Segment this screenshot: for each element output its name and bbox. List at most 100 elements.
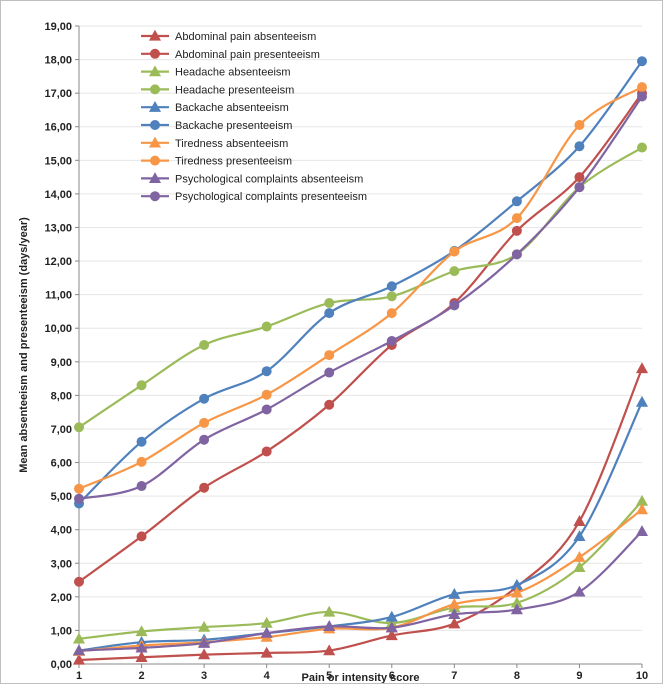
triangle-marker [385, 629, 398, 641]
series-line [78, 500, 643, 640]
series-line [78, 508, 643, 653]
legend-marker [148, 29, 162, 41]
circle-marker [261, 321, 272, 332]
triangle-marker [135, 651, 148, 662]
legend-item: Tiredness presenteeism [141, 155, 292, 168]
triangle-marker [635, 525, 649, 537]
y-tick-label: 7,00 [51, 424, 72, 436]
circle-marker [511, 249, 522, 260]
triangle-marker [260, 646, 273, 658]
y-tick-label: 17,00 [44, 88, 72, 100]
circle-marker [136, 531, 147, 542]
circle-marker [74, 483, 84, 494]
legend-label: Backache presenteeism [175, 120, 292, 132]
y-tick-label: 6,00 [51, 458, 72, 470]
triangle-marker [635, 362, 649, 374]
legend-item: Tiredness absenteeism [141, 136, 288, 150]
circle-marker [449, 300, 460, 311]
y-tick-label: 11,00 [45, 290, 72, 302]
circle-marker [199, 434, 210, 445]
series-abdominal-pain-presenteeism [74, 88, 647, 587]
legend-marker [150, 191, 160, 202]
triangle-marker [323, 605, 336, 617]
triangle-marker [135, 641, 148, 653]
circle-marker [574, 172, 585, 183]
circle-marker [261, 389, 272, 400]
y-tick-label: 14,00 [44, 189, 72, 201]
circle-marker [637, 142, 647, 153]
series-line [78, 146, 643, 429]
y-tick-label: 0,00 [51, 659, 72, 671]
circle-marker [74, 576, 84, 587]
circle-marker [324, 298, 335, 309]
x-tick-label: 2 [138, 670, 144, 682]
y-tick-label: 18,00 [44, 55, 72, 67]
y-tick-label: 12,00 [44, 256, 72, 268]
y-tick-label: 8,00 [51, 390, 72, 402]
legend-marker [150, 120, 160, 130]
triangle-marker [260, 626, 273, 638]
legend-label: Backache absenteeism [175, 102, 289, 114]
y-tick-label: 9,00 [51, 357, 72, 369]
circle-marker [386, 291, 397, 302]
series-line [78, 60, 643, 505]
x-tick-label: 3 [201, 670, 207, 682]
legend-label: Tiredness absenteeism [175, 138, 288, 150]
legend-marker [148, 100, 162, 112]
circle-marker [511, 213, 522, 224]
series-line [78, 401, 643, 652]
y-tick-label: 15,00 [44, 155, 72, 167]
x-axis-title: Pain or intensity score [302, 672, 420, 683]
series-line [78, 86, 643, 490]
grid [79, 25, 642, 631]
legend-item: Headache absenteeism [141, 65, 291, 79]
x-tick-label: 10 [636, 670, 648, 682]
circle-marker [386, 335, 397, 346]
triangle-marker [573, 515, 586, 526]
x-tick-label: 8 [514, 670, 520, 682]
circle-marker [324, 399, 335, 410]
y-tick-label: 4,00 [51, 525, 72, 537]
legend-label: Abdominal pain presenteeism [175, 49, 320, 61]
circle-marker [199, 393, 210, 404]
legend-marker [150, 155, 160, 166]
legend-label: Psychological complaints presenteeism [175, 191, 367, 203]
y-tick-label: 3,00 [51, 558, 72, 570]
y-tick-label: 10,00 [44, 323, 72, 335]
triangle-marker [448, 617, 461, 629]
legend-marker [148, 136, 162, 148]
series-line [78, 368, 644, 662]
series-line [78, 95, 643, 500]
circle-marker [74, 422, 84, 433]
circle-marker [74, 493, 84, 504]
circle-marker [261, 366, 272, 377]
circle-marker [324, 350, 335, 361]
circle-marker [386, 308, 397, 319]
y-tick-label: 16,00 [44, 122, 72, 134]
circle-marker [136, 456, 147, 467]
triangle-marker [198, 648, 211, 660]
legend-marker [150, 48, 160, 59]
series-backache-absenteeism [72, 395, 649, 656]
circle-marker [386, 281, 397, 292]
legend: Abdominal pain absenteeism Abdominal pain… [141, 29, 367, 203]
triangle-marker [72, 644, 86, 656]
circle-marker [136, 436, 147, 447]
triangle-marker [135, 625, 148, 637]
x-tick-label: 6 [389, 670, 395, 682]
x-tick-label: 1 [76, 670, 82, 682]
triangle-marker [573, 530, 586, 542]
axes: 0,00 1,00 2,00 3,00 4,00 5,00 6,00 7,00 8,00 9,00… [44, 21, 648, 682]
triangle-marker [448, 608, 461, 619]
triangle-marker [573, 561, 586, 572]
x-tick-label: 7 [451, 670, 457, 682]
legend-item: Psychological complaints presenteeism [141, 191, 367, 203]
legend-label: Headache presenteeism [175, 84, 294, 96]
series-psychological-complaints-presenteeism [74, 91, 647, 504]
circle-marker [637, 91, 647, 102]
legend-marker [150, 84, 160, 95]
triangle-marker [510, 586, 523, 598]
y-tick-label: 13,00 [44, 222, 72, 234]
legend-item: Psychological complaints absenteeism [141, 172, 363, 185]
